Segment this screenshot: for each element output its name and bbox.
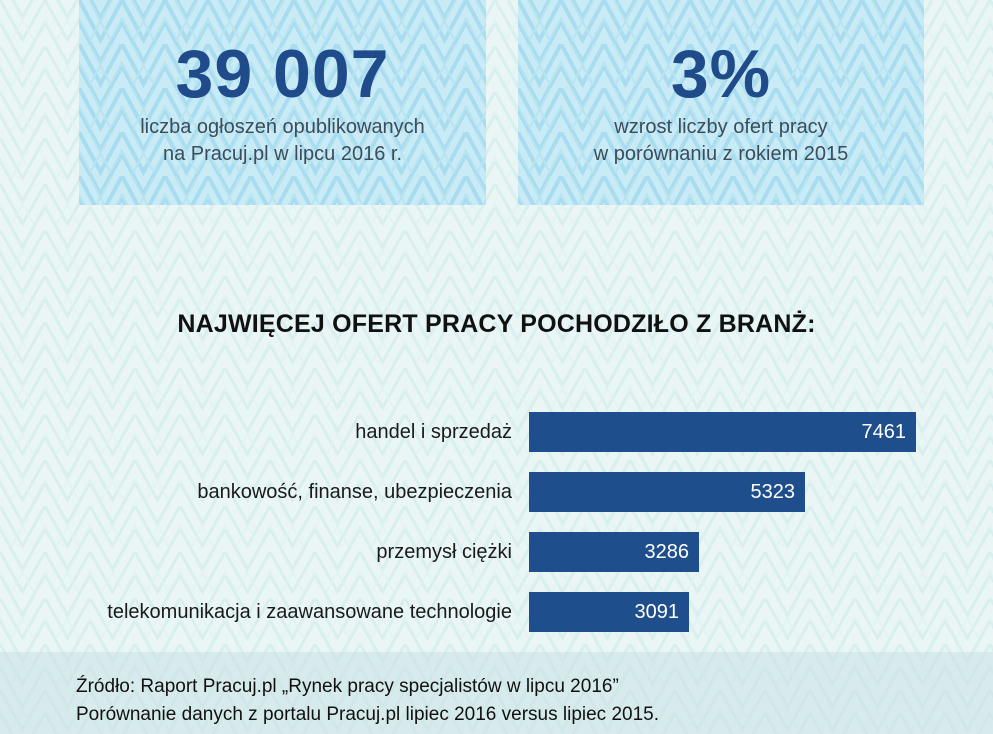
bar-label: telekomunikacja i zaawansowane technolog… bbox=[107, 601, 512, 623]
bar-row: telekomunikacja i zaawansowane technolog… bbox=[0, 592, 993, 632]
stat-card-job-ads: 39 007 liczba ogłoszeń opublikowanych na… bbox=[79, 0, 486, 205]
bar-label: bankowość, finanse, ubezpieczenia bbox=[197, 481, 512, 503]
bar: 7461 bbox=[529, 412, 916, 452]
bar-row: bankowość, finanse, ubezpieczenia 5323 bbox=[0, 472, 993, 512]
stat-caption-line2: w porównaniu z rokiem 2015 bbox=[593, 143, 849, 165]
stat-caption-line2: na Pracuj.pl w lipcu 2016 r. bbox=[162, 143, 403, 165]
source-line: Źródło: Raport Pracuj.pl „Rynek pracy sp… bbox=[76, 676, 619, 697]
bar-label: przemysł ciężki bbox=[376, 541, 512, 563]
bar: 3091 bbox=[529, 592, 689, 632]
bar-row: przemysł ciężki 3286 bbox=[0, 532, 993, 572]
bar-row: handel i sprzedaż 7461 bbox=[0, 412, 993, 452]
bar: 3286 bbox=[529, 532, 699, 572]
bar-value: 3091 bbox=[634, 601, 680, 623]
bar-label: handel i sprzedaż bbox=[355, 421, 512, 443]
stat-caption-growth: wzrost liczby ofert pracy w porównaniu z… bbox=[518, 114, 924, 168]
stat-caption-line1: wzrost liczby ofert pracy bbox=[614, 116, 828, 138]
stat-card-growth: 3% wzrost liczby ofert pracy w porównani… bbox=[518, 0, 924, 205]
stat-value-growth: 3% bbox=[670, 36, 772, 112]
bar-value: 3286 bbox=[644, 541, 690, 563]
stat-caption-job-ads: liczba ogłoszeń opublikowanych na Pracuj… bbox=[79, 114, 486, 168]
comparison-note: Porównanie danych z portalu Pracuj.pl li… bbox=[76, 704, 660, 725]
bar-value: 5323 bbox=[750, 481, 796, 503]
bar: 5323 bbox=[529, 472, 805, 512]
bar-value: 7461 bbox=[861, 421, 907, 443]
source-footer: Źródło: Raport Pracuj.pl „Rynek pracy sp… bbox=[0, 652, 993, 734]
stat-value-job-ads: 39 007 bbox=[175, 36, 390, 112]
chart-title: NAJWIĘCEJ OFERT PRACY POCHODZIŁO Z BRANŻ… bbox=[177, 310, 816, 338]
stat-caption-line1: liczba ogłoszeń opublikowanych bbox=[140, 116, 425, 138]
